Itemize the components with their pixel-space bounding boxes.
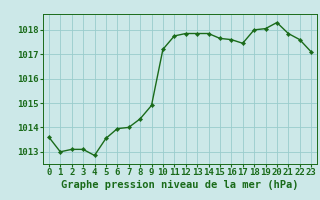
X-axis label: Graphe pression niveau de la mer (hPa): Graphe pression niveau de la mer (hPa) bbox=[61, 180, 299, 190]
